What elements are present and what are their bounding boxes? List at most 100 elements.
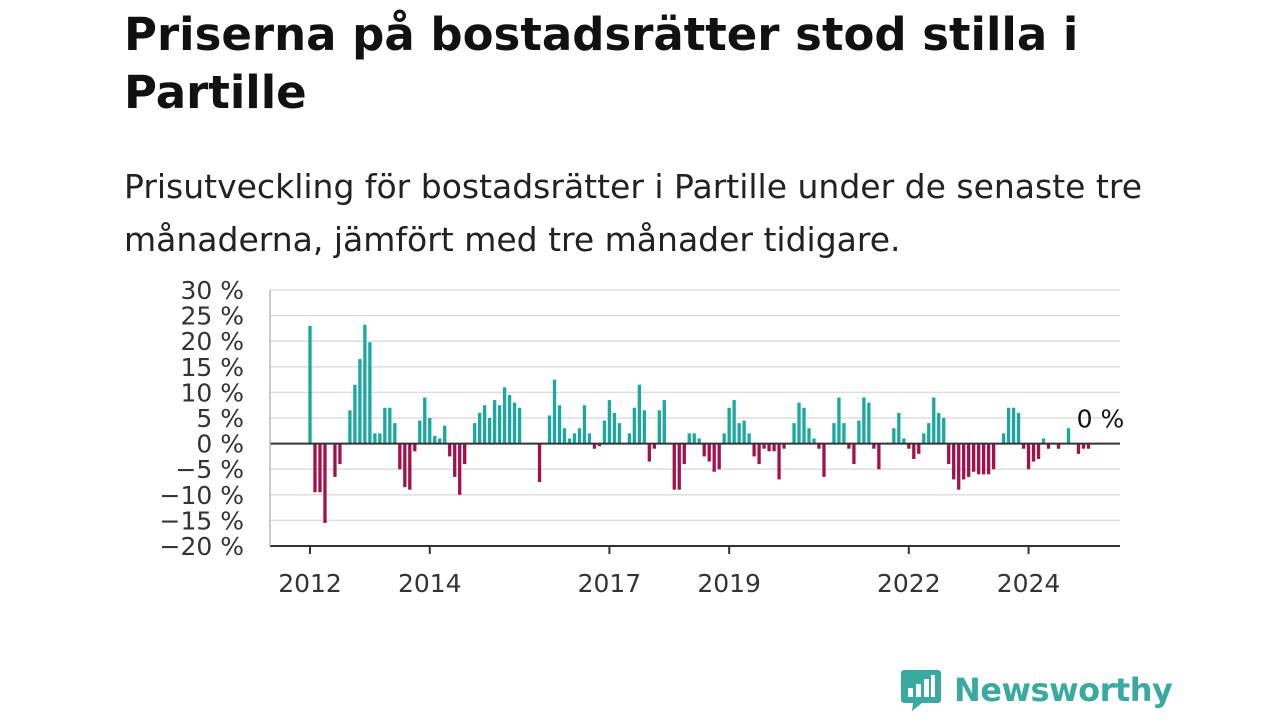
bar-negative: [647, 443, 651, 462]
y-tick-label: 30 %: [180, 276, 244, 305]
bar-positive: [612, 412, 617, 444]
bar-negative: [1031, 443, 1036, 462]
bar-positive: [812, 438, 816, 444]
bar-positive: [487, 418, 492, 444]
bar-positive: [842, 423, 846, 444]
bar-positive: [1011, 407, 1016, 444]
y-tick-label: 25 %: [180, 302, 244, 331]
bar-negative: [682, 443, 686, 465]
bar-positive: [902, 438, 906, 444]
x-tick-label: 2019: [697, 569, 761, 598]
y-tick-label: −20 %: [160, 532, 244, 561]
bar-negative: [717, 443, 721, 470]
bar-negative: [458, 443, 462, 495]
bar-positive: [512, 402, 517, 444]
bar-negative: [453, 443, 457, 477]
y-tick-label: 15 %: [180, 353, 244, 382]
bar-negative: [822, 443, 826, 477]
bar-positive: [897, 412, 901, 444]
bar-negative: [912, 443, 916, 459]
newsworthy-bar-chart-icon: [901, 670, 941, 711]
bar-negative: [777, 443, 781, 480]
bar-negative: [1036, 443, 1041, 459]
bar-positive: [797, 402, 801, 444]
bar-positive: [438, 438, 442, 444]
bar-positive: [697, 438, 701, 444]
bar-negative: [707, 443, 711, 462]
bar-positive: [1006, 407, 1011, 444]
bar-positive: [692, 433, 696, 444]
bar-positive: [837, 397, 841, 444]
bar-negative: [957, 443, 961, 490]
bar-positive: [1066, 428, 1071, 444]
chart-title: Priserna på bostadsrätter stod stilla i …: [124, 8, 1079, 119]
bar-positive: [657, 410, 661, 444]
bar-positive: [393, 423, 397, 444]
x-tick-label: 2014: [398, 569, 462, 598]
bar-positive: [418, 420, 422, 444]
x-tick-label: 2012: [278, 569, 342, 598]
bar-negative: [1021, 443, 1026, 449]
bar-negative: [852, 443, 856, 465]
bar-positive: [1041, 438, 1046, 444]
bar-positive: [547, 415, 552, 444]
bar-positive: [732, 400, 736, 444]
bar-positive: [867, 402, 871, 444]
bar-negative: [757, 443, 761, 465]
y-tick-label: −5 %: [175, 455, 244, 484]
bar-positive: [383, 407, 387, 444]
bar-negative: [782, 443, 786, 449]
bar-negative: [962, 443, 966, 480]
bar-positive: [483, 405, 487, 444]
bar-negative: [403, 443, 407, 488]
bar-negative: [762, 443, 766, 449]
bar-positive: [607, 400, 612, 444]
bar-positive: [507, 394, 512, 444]
bar-negative: [652, 443, 656, 449]
bar-positive: [792, 423, 796, 444]
bar-negative: [463, 443, 467, 465]
x-axis-tick-labels: 2012 2014 2017 2019 2022 2024: [278, 546, 1060, 598]
y-axis-tick-labels: 30 %25 %20 %15 %10 %5 %0 %−5 %−10 %−15 %…: [160, 276, 244, 561]
bar-negative: [1046, 443, 1051, 449]
bar-positive: [687, 433, 691, 444]
bar-negative: [537, 443, 542, 482]
y-tick-label: 10 %: [180, 378, 244, 407]
bar-series: [308, 324, 1091, 523]
bar-negative: [752, 443, 756, 457]
bar-positive: [358, 359, 362, 444]
bar-positive: [1016, 412, 1021, 444]
bar-negative: [847, 443, 851, 449]
y-tick-label: 0 %: [196, 430, 244, 459]
bar-positive: [473, 423, 477, 444]
newsworthy-logo: Newsworthy: [900, 668, 1173, 712]
bar-negative: [592, 443, 597, 449]
bar-negative: [977, 443, 981, 475]
bar-negative: [767, 443, 771, 452]
bar-positive: [557, 405, 562, 444]
bar-negative: [817, 443, 821, 449]
bar-positive: [632, 407, 636, 444]
bar-positive: [927, 423, 931, 444]
bar-positive: [497, 405, 502, 444]
bar-positive: [807, 428, 811, 444]
bar-positive: [832, 423, 836, 444]
bar-positive: [308, 325, 312, 444]
bar-positive: [572, 433, 577, 444]
bar-positive: [1001, 433, 1006, 444]
bar-positive: [567, 438, 572, 444]
bar-negative: [772, 443, 776, 452]
bar-positive: [368, 342, 372, 444]
bar-positive: [428, 418, 432, 444]
bar-negative: [1056, 443, 1061, 449]
bar-negative: [907, 443, 911, 449]
bar-negative: [318, 443, 322, 493]
bar-positive: [742, 420, 746, 444]
bar-positive: [722, 433, 726, 444]
bar-negative: [323, 443, 327, 523]
x-tick-label: 2024: [997, 569, 1061, 598]
bar-positive: [932, 397, 936, 444]
bar-positive: [517, 407, 522, 444]
y-tick-label: 20 %: [180, 327, 244, 356]
grid-lines: [270, 289, 1120, 522]
